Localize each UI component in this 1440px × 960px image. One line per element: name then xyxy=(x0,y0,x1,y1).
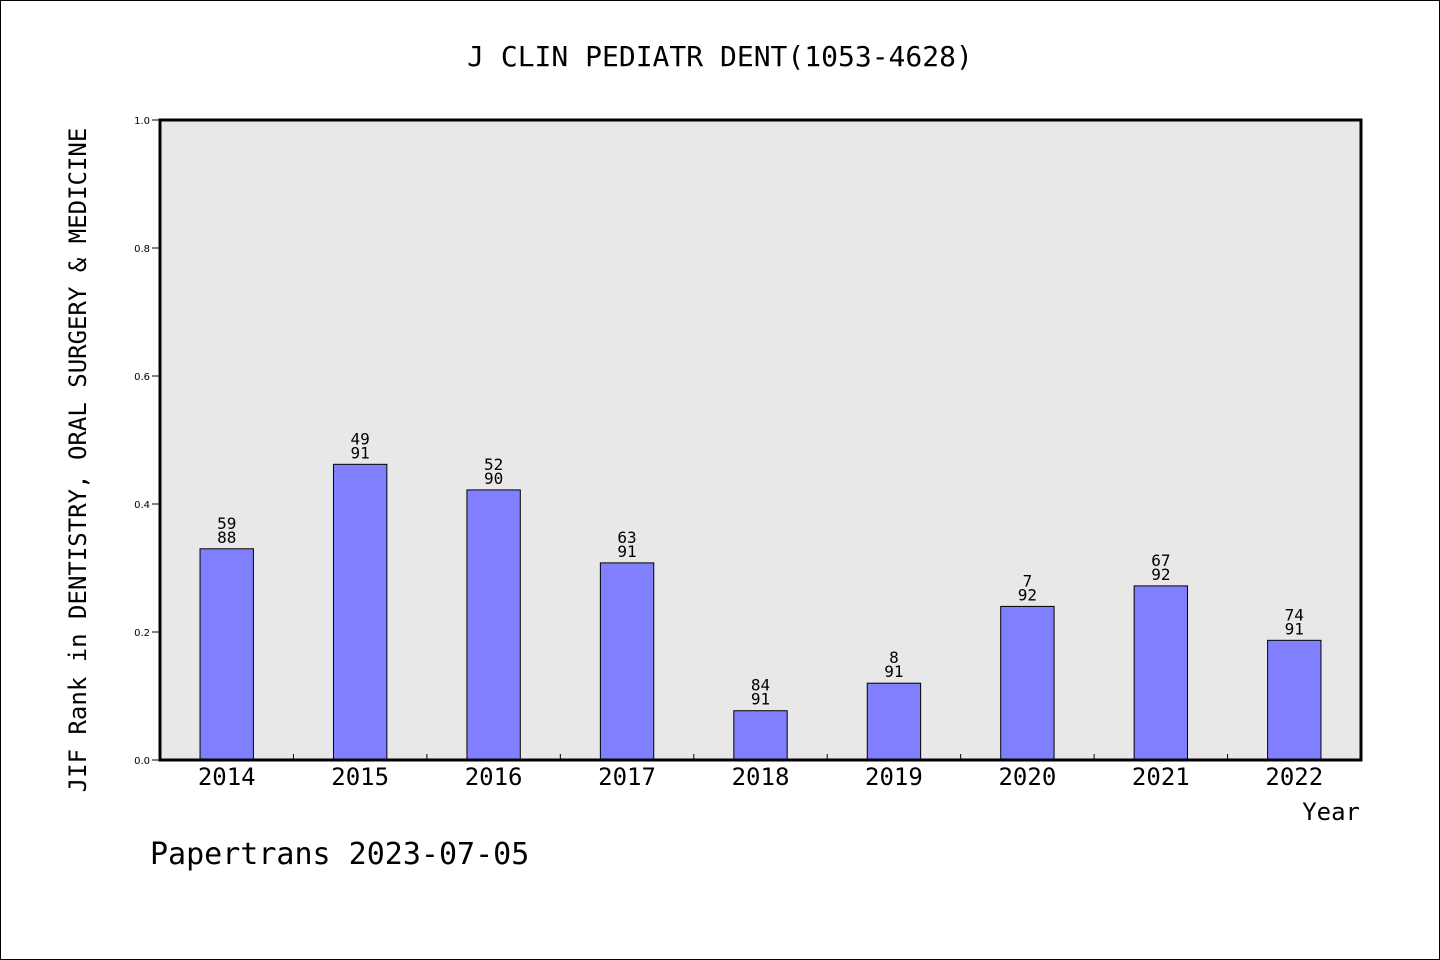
bar-rank-label: 52 xyxy=(484,455,503,474)
footer-credit: Papertrans 2023-07-05 xyxy=(150,837,529,872)
x-tick-label: 2020 xyxy=(998,763,1056,791)
bar xyxy=(466,489,521,761)
plot-border xyxy=(158,118,1363,762)
x-tick-label: 2016 xyxy=(465,763,523,791)
bar-total-label: 91 xyxy=(1285,619,1304,638)
bar-total-label: 92 xyxy=(1018,585,1037,604)
y-tick-label: 1.0 xyxy=(134,116,150,127)
bar-rank-label: 7 xyxy=(1023,571,1033,590)
bar-rank-label: 67 xyxy=(1151,551,1170,570)
y-tick-label: 0.4 xyxy=(134,500,150,511)
bar-rank-label: 84 xyxy=(751,676,770,695)
y-tick-label: 0.6 xyxy=(134,372,150,383)
x-tick-label: 2022 xyxy=(1265,763,1323,791)
y-tick-label: 0.8 xyxy=(134,244,150,255)
x-axis-label: Year xyxy=(1302,798,1360,826)
bar xyxy=(332,463,388,761)
bar-total-label: 91 xyxy=(751,690,770,709)
x-tick-label: 2021 xyxy=(1132,763,1190,791)
x-tick-label: 2019 xyxy=(865,763,923,791)
bar xyxy=(1267,639,1322,761)
bar xyxy=(1133,585,1189,761)
bars xyxy=(199,463,1322,761)
x-tick-label: 2018 xyxy=(732,763,790,791)
bar-rank-label: 74 xyxy=(1285,605,1304,624)
y-tick-label: 0.2 xyxy=(134,628,150,639)
chart-title: J CLIN PEDIATR DENT(1053-4628) xyxy=(467,40,973,73)
bar-rank-label: 49 xyxy=(351,429,370,448)
bar-total-label: 90 xyxy=(484,469,503,488)
y-axis-ticks: 0.0 0.2 0.4 0.6 0.8 1.0 xyxy=(134,116,160,767)
bar xyxy=(866,682,922,761)
bar-total-label: 91 xyxy=(351,443,370,462)
x-tick-label: 2014 xyxy=(198,763,256,791)
bar-total-label: 88 xyxy=(217,528,236,547)
x-axis-ticks: 2014 2015 2016 2017 2018 2019 2020 2021 2022 xyxy=(198,754,1323,791)
y-tick-label: 0.0 xyxy=(134,756,150,767)
bar-total-label: 92 xyxy=(1151,565,1170,584)
bar-rank-label: 59 xyxy=(217,514,236,533)
bar xyxy=(1000,605,1055,761)
x-tick-label: 2015 xyxy=(331,763,389,791)
bar xyxy=(599,562,655,761)
bar xyxy=(733,710,788,761)
bar xyxy=(199,548,254,761)
bar-total-label: 91 xyxy=(884,662,903,681)
y-axis-label: JIF Rank in DENTISTRY, ORAL SURGERY & ME… xyxy=(64,128,92,793)
bar-rank-label: 8 xyxy=(889,648,899,667)
bar-rank-label: 63 xyxy=(617,528,636,547)
bar-total-label: 91 xyxy=(617,542,636,561)
x-tick-label: 2017 xyxy=(598,763,656,791)
